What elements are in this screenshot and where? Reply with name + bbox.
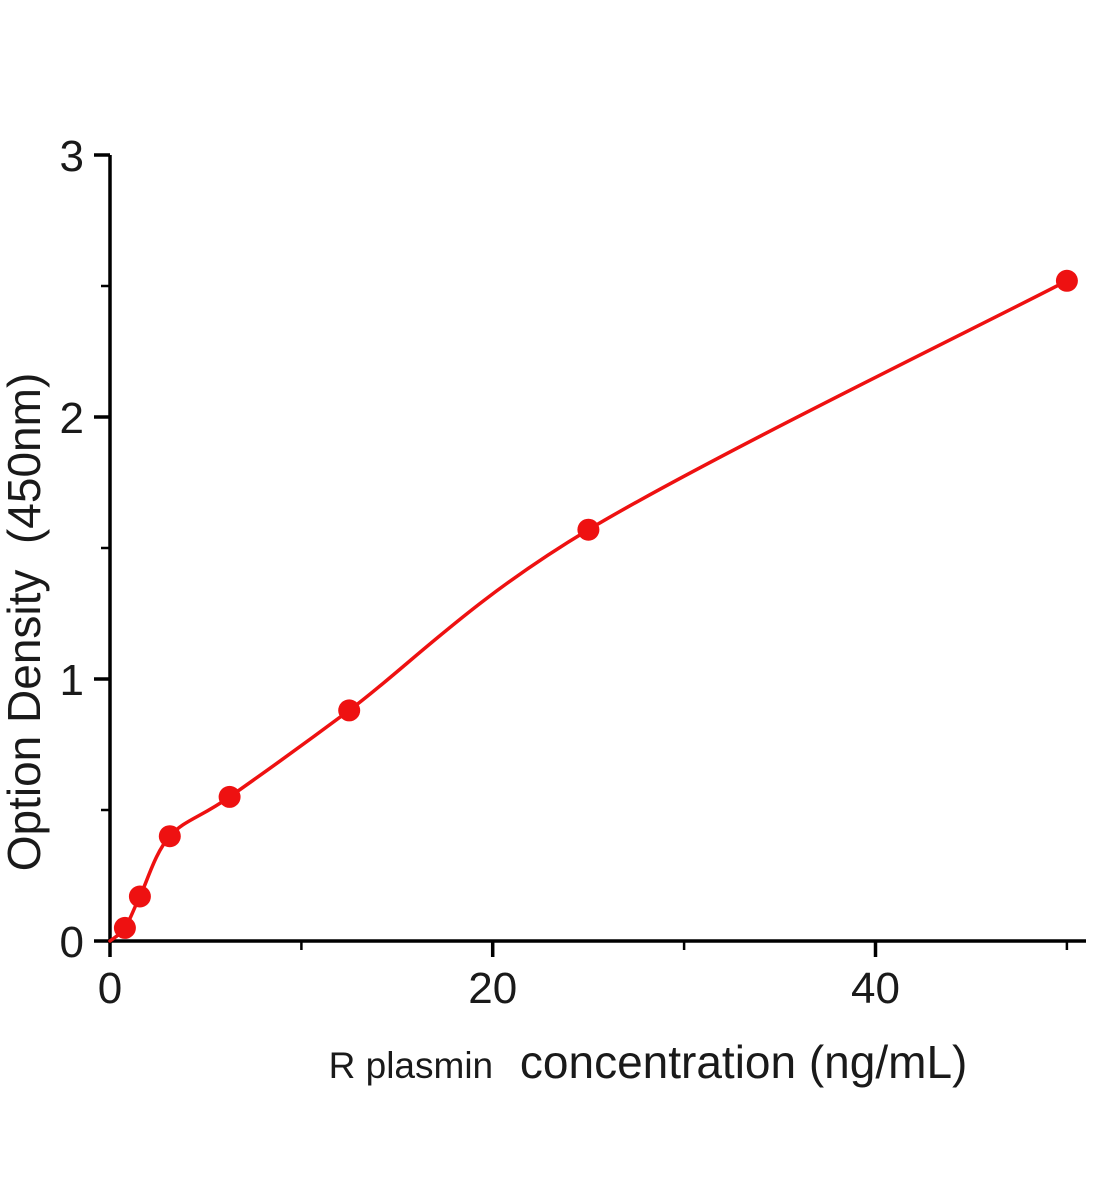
x-axis-title-prefix: R plasmin [329, 1045, 494, 1086]
plot-area: 0 20 40 0 1 2 3 [60, 132, 1086, 1013]
data-point [113, 916, 136, 939]
x-axis-title-main: concentration (ng/mL) [520, 1036, 967, 1088]
x-axis-title: R plasmin concentration (ng/mL) [329, 1036, 968, 1088]
y-tick-label: 1 [60, 656, 84, 705]
x-tick-label: 20 [468, 964, 517, 1013]
data-point [218, 785, 241, 808]
data-point [128, 885, 151, 908]
x-tick-label: 0 [98, 964, 122, 1013]
x-tick-label: 40 [851, 964, 900, 1013]
data-point [1055, 269, 1078, 292]
y-tick-label: 2 [60, 394, 84, 443]
y-tick-label: 3 [60, 132, 84, 181]
fit-curve [108, 279, 1069, 943]
y-tick-label: 0 [60, 918, 84, 967]
data-point [338, 699, 361, 722]
data-point [158, 825, 181, 848]
y-axis-title: Option Density (450nm) [0, 373, 50, 872]
data-point [577, 518, 600, 541]
